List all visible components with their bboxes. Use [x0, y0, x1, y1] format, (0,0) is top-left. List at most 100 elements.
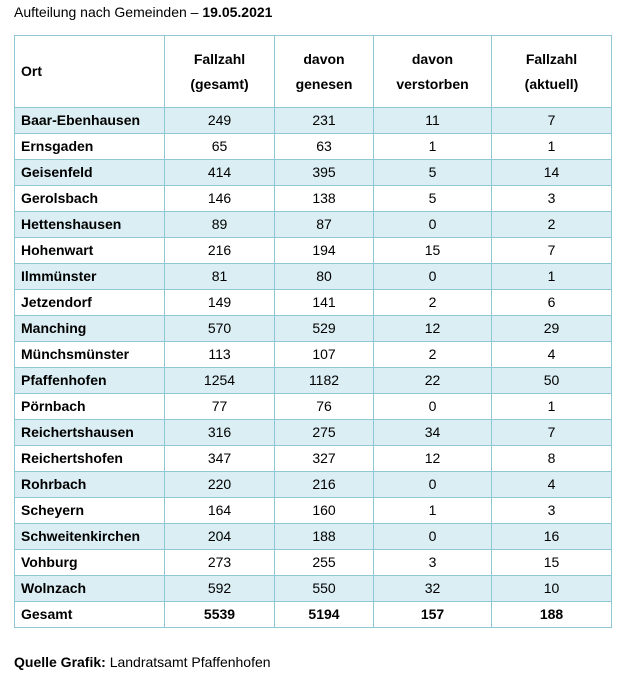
- cell-ort: Vohburg: [14, 549, 165, 576]
- table-row: Ilmmünster 81 80 0 1: [14, 263, 612, 290]
- cell-gesamt: 249: [164, 107, 275, 134]
- table-row: Gerolsbach 146 138 5 3: [14, 185, 612, 212]
- cell-genesen: 529: [274, 315, 374, 342]
- cell-gesamt: 414: [164, 159, 275, 186]
- header-verstorben-line2: verstorben: [396, 75, 469, 92]
- header-genesen-line2: genesen: [295, 75, 353, 92]
- cell-gesamt: 113: [164, 341, 275, 368]
- cell-gesamt: 273: [164, 549, 275, 576]
- cell-aktuell: 1: [491, 263, 612, 290]
- table-row: Hettenshausen 89 87 0 2: [14, 211, 612, 238]
- cell-aktuell: 7: [491, 237, 612, 264]
- cell-aktuell: 1: [491, 133, 612, 160]
- cell-verstorben: 15: [373, 237, 492, 264]
- table-row: Pörnbach 77 76 0 1: [14, 393, 612, 420]
- cell-genesen: 550: [274, 575, 374, 602]
- cell-ort: Hohenwart: [14, 237, 165, 264]
- table-row: Münchsmünster 113 107 2 4: [14, 341, 612, 368]
- cell-gesamt: 81: [164, 263, 275, 290]
- cell-verstorben: 0: [373, 523, 492, 550]
- header-verstorben: davon verstorben: [373, 35, 492, 108]
- table-row: Baar-Ebenhausen 249 231 11 7: [14, 107, 612, 134]
- cell-aktuell: 50: [491, 367, 612, 394]
- cell-gesamt: 164: [164, 497, 275, 524]
- cell-genesen: 63: [274, 133, 374, 160]
- table-total-row: Gesamt 5539 5194 157 188: [14, 601, 612, 628]
- cell-ort: Geisenfeld: [14, 159, 165, 186]
- cell-aktuell: 10: [491, 575, 612, 602]
- cell-gesamt: 570: [164, 315, 275, 342]
- cell-aktuell: 8: [491, 445, 612, 472]
- cell-genesen: 194: [274, 237, 374, 264]
- table-row: Manching 570 529 12 29: [14, 315, 612, 342]
- cell-ort: Reichertshausen: [14, 419, 165, 446]
- total-genesen: 5194: [274, 601, 374, 628]
- cell-aktuell: 14: [491, 159, 612, 186]
- cell-verstorben: 11: [373, 107, 492, 134]
- cell-ort: Münchsmünster: [14, 341, 165, 368]
- source-note: Quelle Grafik: Landratsamt Pfaffenhofen: [14, 653, 271, 671]
- table-row: Wolnzach 592 550 32 10: [14, 575, 612, 602]
- total-aktuell: 188: [491, 601, 612, 628]
- source-text: Landratsamt Pfaffenhofen: [105, 654, 271, 670]
- header-gesamt-line1: Fallzahl: [193, 50, 246, 67]
- table-header-row: Ort Fallzahl (gesamt) davon genesen davon v…: [14, 35, 612, 108]
- cell-verstorben: 1: [373, 497, 492, 524]
- table-row: Reichertshofen 347 327 12 8: [14, 445, 612, 472]
- cell-ort: Jetzendorf: [14, 289, 165, 316]
- cell-gesamt: 1254: [164, 367, 275, 394]
- cell-verstorben: 0: [373, 211, 492, 238]
- table-row: Pfaffenhofen 1254 1182 22 50: [14, 367, 612, 394]
- cell-genesen: 80: [274, 263, 374, 290]
- total-verstorben: 157: [373, 601, 492, 628]
- cell-gesamt: 146: [164, 185, 275, 212]
- header-gesamt: Fallzahl (gesamt): [164, 35, 275, 108]
- table-row: Rohrbach 220 216 0 4: [14, 471, 612, 498]
- cell-genesen: 76: [274, 393, 374, 420]
- cell-aktuell: 3: [491, 497, 612, 524]
- cell-genesen: 395: [274, 159, 374, 186]
- cell-verstorben: 12: [373, 315, 492, 342]
- cell-verstorben: 32: [373, 575, 492, 602]
- cell-genesen: 188: [274, 523, 374, 550]
- cell-ort: Baar-Ebenhausen: [14, 107, 165, 134]
- header-aktuell-line2: (aktuell): [524, 75, 579, 92]
- header-genesen: davon genesen: [274, 35, 374, 108]
- cell-ort: Schweitenkirchen: [14, 523, 165, 550]
- cell-genesen: 231: [274, 107, 374, 134]
- cell-genesen: 255: [274, 549, 374, 576]
- total-gesamt: 5539: [164, 601, 275, 628]
- table-row: Vohburg 273 255 3 15: [14, 549, 612, 576]
- cell-verstorben: 0: [373, 471, 492, 498]
- cell-verstorben: 3: [373, 549, 492, 576]
- cell-aktuell: 4: [491, 341, 612, 368]
- header-aktuell-line1: Fallzahl: [525, 50, 578, 67]
- header-aktuell: Fallzahl (aktuell): [491, 35, 612, 108]
- source-label: Quelle Grafik:: [14, 654, 106, 670]
- cell-verstorben: 2: [373, 289, 492, 316]
- cell-verstorben: 5: [373, 159, 492, 186]
- cell-gesamt: 220: [164, 471, 275, 498]
- cell-verstorben: 0: [373, 263, 492, 290]
- cell-genesen: 1182: [274, 367, 374, 394]
- cell-gesamt: 65: [164, 133, 275, 160]
- table-body: Baar-Ebenhausen 249 231 11 7 Ernsgaden 65 63 1 1 G…: [14, 107, 612, 602]
- cell-genesen: 87: [274, 211, 374, 238]
- header-ort: Ort: [14, 35, 165, 108]
- cell-gesamt: 77: [164, 393, 275, 420]
- cell-genesen: 327: [274, 445, 374, 472]
- cell-gesamt: 592: [164, 575, 275, 602]
- cell-gesamt: 149: [164, 289, 275, 316]
- cell-aktuell: 7: [491, 107, 612, 134]
- cell-aktuell: 16: [491, 523, 612, 550]
- cell-verstorben: 12: [373, 445, 492, 472]
- table-row: Scheyern 164 160 1 3: [14, 497, 612, 524]
- table-row: Schweitenkirchen 204 188 0 16: [14, 523, 612, 550]
- cell-verstorben: 2: [373, 341, 492, 368]
- table-row: Ernsgaden 65 63 1 1: [14, 133, 612, 160]
- case-table: Ort Fallzahl (gesamt) davon genesen davon v…: [14, 35, 612, 628]
- cell-ort: Hettenshausen: [14, 211, 165, 238]
- cell-ort: Wolnzach: [14, 575, 165, 602]
- cell-ort: Pfaffenhofen: [14, 367, 165, 394]
- cell-genesen: 141: [274, 289, 374, 316]
